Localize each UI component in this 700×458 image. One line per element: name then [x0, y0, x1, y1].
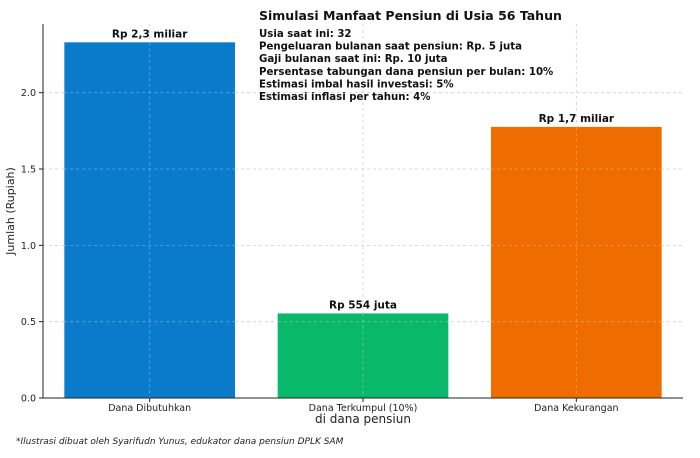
bar	[64, 42, 235, 399]
bar-value-label: Rp 554 juta	[329, 299, 397, 311]
annotation-line: Estimasi inflasi per tahun: 4%	[259, 92, 430, 103]
y-tick-label: 2.0	[21, 88, 36, 99]
y-tick-label: 0.0	[21, 394, 36, 405]
bar-value-label: Rp 2,3 miliar	[112, 28, 188, 40]
chart-title: Simulasi Manfaat Pensiun di Usia 56 Tahu…	[259, 8, 562, 23]
annotation-line: Pengeluaran bulanan saat pensiun: Rp. 5 …	[259, 42, 522, 53]
annotation-line: Usia saat ini: 32	[259, 29, 352, 40]
data-labels-layer: Rp 2,3 miliar Rp 554 juta Rp 1,7 miliar	[112, 28, 615, 311]
bar	[491, 126, 662, 399]
x-tick-label: Dana Kekurangan	[534, 403, 618, 414]
annotation-block: Usia saat ini: 32 Pengeluaran bulanan saa…	[259, 29, 553, 103]
x-tick-label: Dana Terkumpul (10%)	[309, 403, 418, 414]
y-tick-label: 1.0	[21, 241, 36, 252]
annotation-line: Estimasi imbal hasil investasi: 5%	[259, 79, 454, 90]
bar	[277, 313, 449, 398]
annotation-line: Persentase tabungan dana pensiun per bul…	[259, 67, 553, 78]
bar-value-label: Rp 1,7 miliar	[539, 113, 615, 125]
x-axis-label: di dana pensiun	[315, 412, 411, 426]
y-tick-label: 1.5	[21, 165, 36, 176]
y-axis-label: Jumlah (Rupiah)	[4, 167, 17, 256]
bars-layer	[64, 42, 662, 399]
annotation-line: Gaji bulanan saat ini: Rp. 10 juta	[259, 54, 448, 65]
y-tick-label: 0.5	[21, 317, 36, 328]
x-tick-label: Dana Dibutuhkan	[108, 403, 191, 414]
footnote: *Ilustrasi dibuat oleh Syarifudn Yunus, …	[16, 437, 344, 447]
ticks-layer: 0.0 0.5 1.0 1.5 2.0 Dana Dibutuhkan Dana Terku…	[21, 88, 619, 414]
